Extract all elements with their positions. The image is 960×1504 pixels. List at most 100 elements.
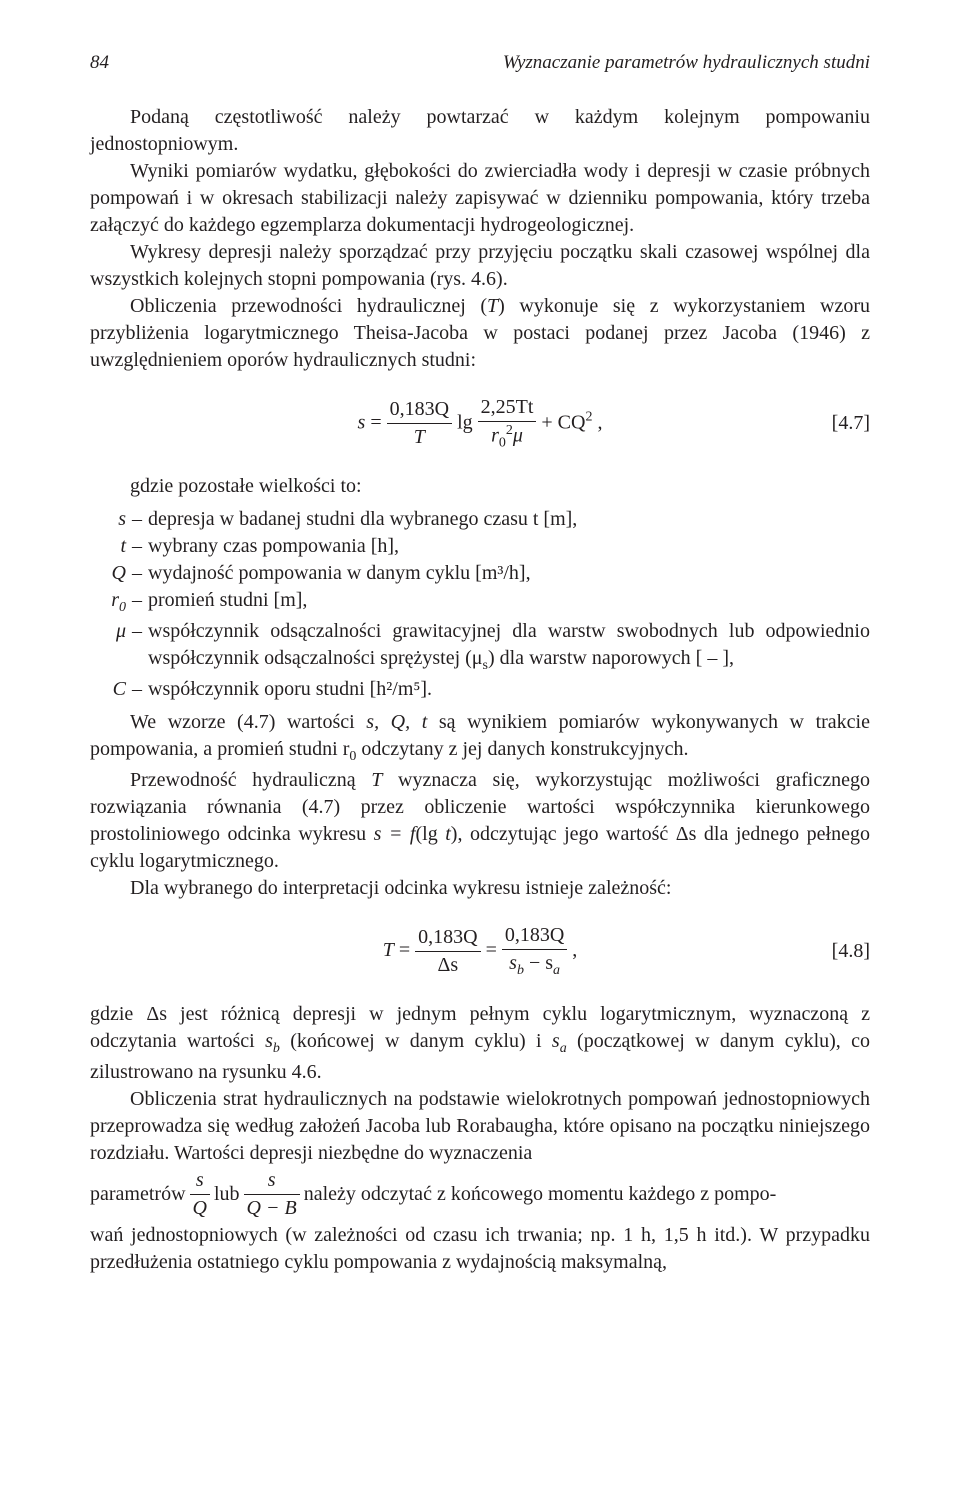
den: Δs	[415, 952, 480, 979]
running-head-title: Wyznaczanie parametrów hydraulicznych st…	[503, 50, 870, 76]
paragraph-9: gdzie Δs jest różnicą depresji w jednym …	[90, 1001, 870, 1086]
num: 0,183Q	[502, 922, 567, 950]
sub: 0	[119, 600, 126, 615]
paragraph-10a: Obliczenia strat hydraulicznych na podst…	[90, 1086, 870, 1167]
paragraph-11: wań jednostopniowych (w zależności od cz…	[90, 1222, 870, 1276]
den: r02μ	[478, 422, 537, 454]
equation-body: s = 0,183QT lg 2,25Ttr02μ + CQ2 ,	[358, 394, 603, 454]
def-s: s – depresja w badanej studni dla wybran…	[90, 506, 870, 533]
eq-sign: =	[365, 411, 386, 433]
num: 2,25Tt	[478, 394, 537, 422]
T: T	[371, 769, 382, 791]
definitions-list: s – depresja w badanej studni dla wybran…	[90, 506, 870, 703]
T: T	[383, 939, 394, 961]
txt: odczytany z jej danych konstrukcyjnych.	[356, 738, 688, 760]
def-Q: Q – wydajność pompowania w danym cyklu […	[90, 560, 870, 587]
sym: Q	[90, 560, 132, 587]
a: a	[553, 963, 560, 978]
den: T	[387, 424, 452, 451]
num: 0,183Q	[415, 924, 480, 952]
sa: s	[552, 1030, 560, 1052]
sym: μ	[90, 618, 132, 676]
var-T: T	[487, 295, 498, 317]
frac-2: 0,183Qsb − sa	[502, 922, 567, 981]
frac-2: 2,25Ttr02μ	[478, 394, 537, 454]
plus-cq: + CQ	[536, 411, 585, 433]
paragraph-8: Dla wybranego do interpretacji odcinka w…	[90, 875, 870, 902]
txt: We wzorze (4.7) wartości	[130, 711, 366, 733]
txt: należy odczytać z końcowego momentu każd…	[304, 1181, 777, 1208]
minus: − s	[524, 952, 553, 974]
page-number: 84	[90, 50, 109, 76]
equation-4-8: T = 0,183QΔs = 0,183Qsb − sa , [4.8]	[90, 922, 870, 981]
txt: Przewodność hydrauliczną	[130, 769, 371, 791]
num: 0,183Q	[387, 396, 452, 424]
paragraph-1: Podaną częstotliwość należy powtarzać w …	[90, 104, 870, 158]
sqt: s, Q, t	[366, 711, 427, 733]
mu: μ	[513, 424, 523, 446]
body: wybrany czas pompowania [h],	[148, 533, 870, 560]
txt: lub	[214, 1181, 240, 1208]
txt: (lg	[415, 823, 445, 845]
sub0: 0	[499, 435, 506, 450]
defs-intro: gdzie pozostałe wielkości to:	[90, 473, 870, 500]
dash: –	[132, 618, 148, 676]
equation-4-7: s = 0,183QT lg 2,25Ttr02μ + CQ2 , [4.7]	[90, 394, 870, 454]
den: Q	[190, 1195, 210, 1222]
paragraph-3: Wykresy depresji należy sporządzać przy …	[90, 239, 870, 293]
sb-sub: b	[273, 1041, 280, 1056]
den: Q − B	[244, 1195, 300, 1222]
dash: –	[132, 533, 148, 560]
num: s	[244, 1167, 300, 1195]
tail: ) dla warstw naporowych [ – ],	[488, 647, 734, 669]
running-header: 84 Wyznaczanie parametrów hydraulicznych…	[90, 50, 870, 76]
def-t: t – wybrany czas pompowania [h],	[90, 533, 870, 560]
equation-number: [4.8]	[577, 938, 870, 965]
eq: =	[394, 939, 415, 961]
comma: ,	[567, 939, 577, 961]
equation-number: [4.7]	[602, 410, 870, 437]
txt: parametrów	[90, 1181, 186, 1208]
eq2: =	[481, 939, 502, 961]
comma: ,	[592, 411, 602, 433]
b: b	[517, 963, 524, 978]
paragraph-6: We wzorze (4.7) wartości s, Q, t są wyni…	[90, 709, 870, 767]
body: depresja w badanej studni dla wybranego …	[148, 506, 870, 533]
body: promień studni [m],	[148, 587, 870, 618]
frac-1: 0,183QΔs	[415, 924, 480, 979]
den: sb − sa	[502, 950, 567, 981]
text: Obliczenia przewodności hydraulicznej (	[130, 295, 487, 317]
sym: t	[90, 533, 132, 560]
sa-sub: a	[560, 1041, 567, 1056]
paragraph-2: Wyniki pomiarów wydatku, głębokości do z…	[90, 158, 870, 239]
paragraph-10b: parametrów s Q lub s Q − B należy odczyt…	[90, 1167, 870, 1222]
def-C: C – współczynnik oporu studni [h²/m⁵].	[90, 676, 870, 703]
page: 84 Wyznaczanie parametrów hydraulicznych…	[0, 0, 960, 1504]
equation-body: T = 0,183QΔs = 0,183Qsb − sa ,	[383, 922, 578, 981]
frac-1: 0,183QT	[387, 396, 452, 451]
inline-frac-2: s Q − B	[244, 1167, 300, 1222]
paragraph-7: Przewodność hydrauliczną T wyznacza się,…	[90, 767, 870, 875]
r: r	[491, 424, 499, 446]
sym: C	[90, 676, 132, 703]
txt: (końcowej w danym cyklu) i	[280, 1030, 552, 1052]
body: wydajność pompowania w danym cyklu [m³/h…	[148, 560, 870, 587]
dash: –	[132, 506, 148, 533]
def-mu: μ – współczynnik odsączalności grawitacy…	[90, 618, 870, 676]
paragraph-4: Obliczenia przewodności hydraulicznej (T…	[90, 293, 870, 374]
dash: –	[132, 560, 148, 587]
s: s	[509, 952, 517, 974]
sym: r0	[90, 587, 132, 618]
r: r	[111, 589, 119, 611]
sup2: 2	[506, 423, 513, 438]
sym: s	[90, 506, 132, 533]
body: współczynnik oporu studni [h²/m⁵].	[148, 676, 870, 703]
inline-frac-1: s Q	[190, 1167, 210, 1222]
def-r0: r0 – promień studni [m],	[90, 587, 870, 618]
dash: –	[132, 587, 148, 618]
dash: –	[132, 676, 148, 703]
body: współczynnik odsączalności grawitacyjnej…	[148, 618, 870, 676]
lg: lg	[452, 411, 478, 433]
sf: s = f	[374, 823, 416, 845]
sb: s	[265, 1030, 273, 1052]
